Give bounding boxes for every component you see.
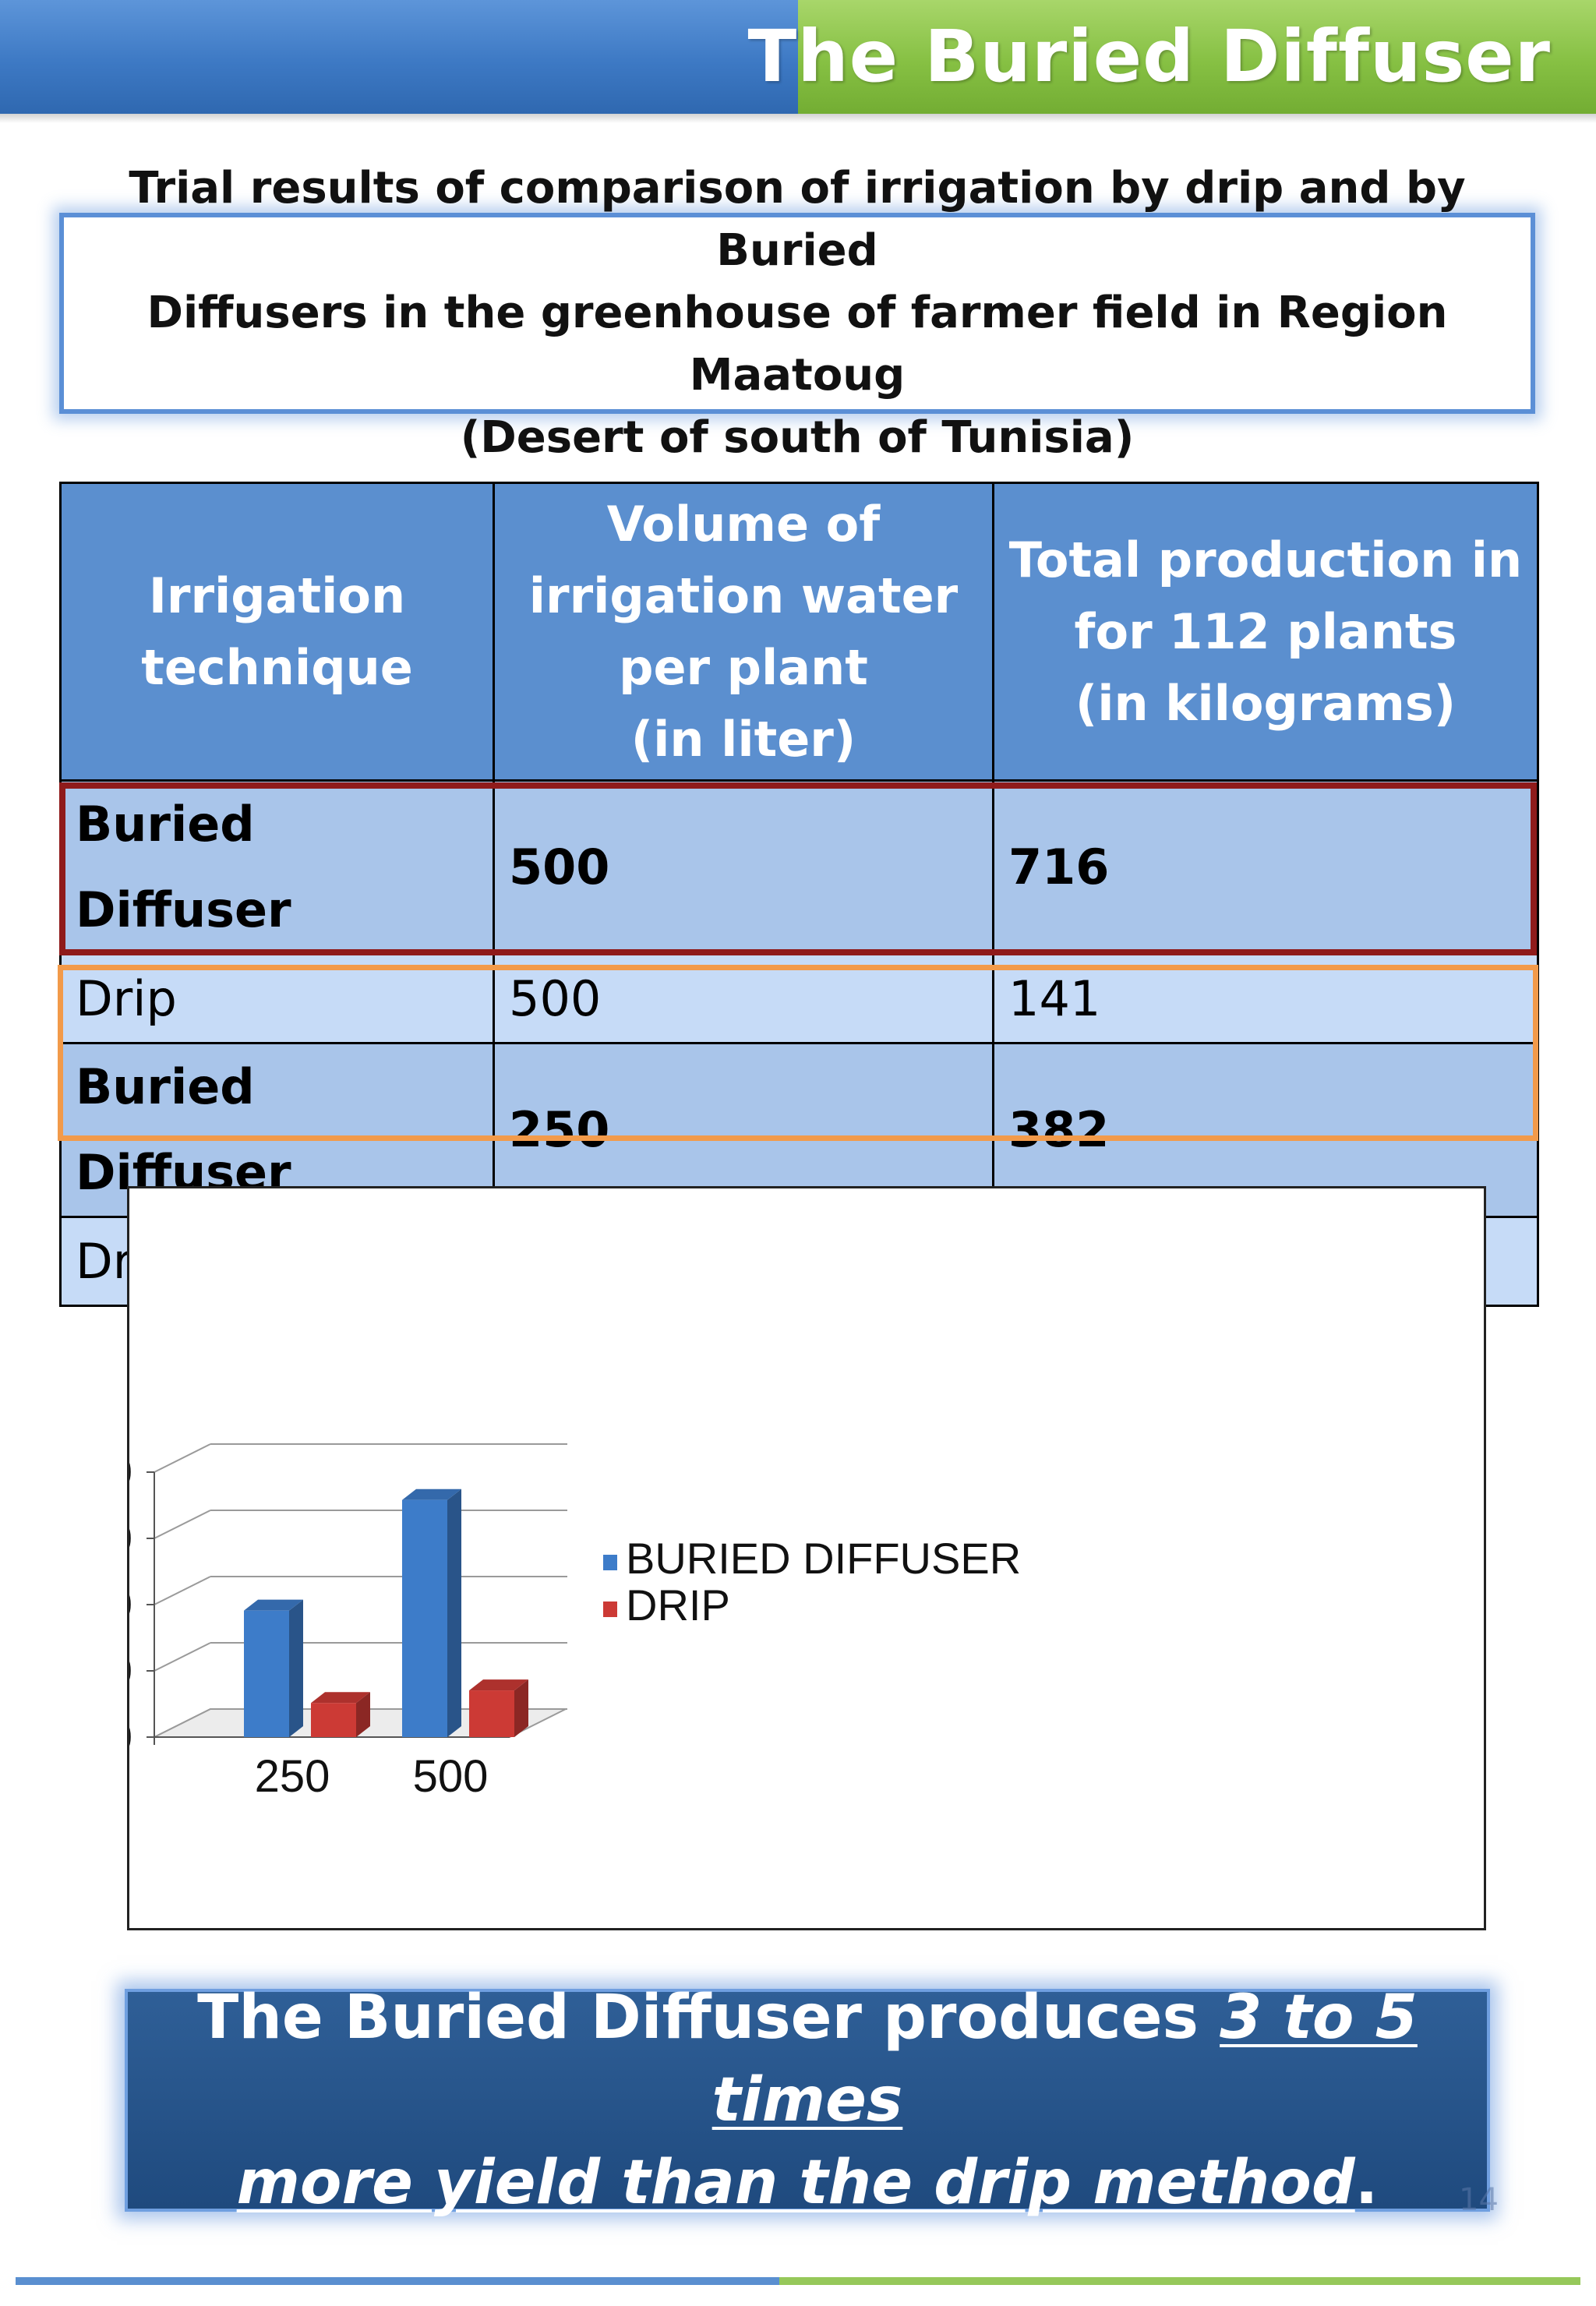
bar <box>311 1703 356 1737</box>
bar-side <box>356 1692 370 1737</box>
header-blue-band <box>0 0 798 114</box>
table-row: Buried Diffuser 500 716 <box>59 779 1539 955</box>
header-green-band <box>798 0 1596 114</box>
page-number: 14 <box>1459 2182 1499 2218</box>
bar-top <box>469 1679 528 1691</box>
y-tick-label: 200 <box>129 1646 132 1697</box>
legend-label: BURIED DIFFUSER <box>626 1534 1021 1583</box>
conclusion-part1: The Buried Diffuser produces <box>197 1983 1220 2053</box>
side-gridline <box>154 1443 211 1473</box>
y-tick-label: 800 <box>129 1447 132 1498</box>
intro-text: Trial results of comparison of irrigatio… <box>129 163 1466 463</box>
conclusion-emphasis-2: more yield than the drip method <box>236 2148 1355 2218</box>
header-water-volume: Volume of irrigation water per plant (in… <box>493 482 994 782</box>
table-header-row: Irrigation technique Volume of irrigatio… <box>59 482 1539 782</box>
bar <box>244 1610 289 1737</box>
y-tick-label: 600 <box>129 1513 132 1564</box>
conclusion-emphasis-1: 3 to 5 times <box>711 1983 1418 2135</box>
table-cell: Buried Diffuser <box>59 779 495 955</box>
table-cell: 500 <box>493 953 994 1044</box>
bar <box>402 1499 447 1737</box>
intro-box: Trial results of comparison of irrigatio… <box>59 163 1535 463</box>
y-tick-label: 0 <box>129 1712 132 1763</box>
header-irrigation-technique: Irrigation technique <box>59 482 495 782</box>
x-tick-label: 250 <box>255 1751 330 1802</box>
table-cell: 500 <box>493 779 994 955</box>
results-table: Irrigation technique Volume of irrigatio… <box>59 482 1539 1307</box>
table-cell: Drip <box>59 953 495 1044</box>
table-cell: 141 <box>992 953 1539 1044</box>
bar-side <box>514 1679 528 1737</box>
side-gridline <box>154 1576 211 1605</box>
footer-blue-line <box>16 2277 779 2285</box>
legend-swatch <box>603 1601 617 1617</box>
bar-top <box>311 1692 370 1704</box>
table-row: Drip 500 141 <box>59 953 1539 1044</box>
bar-side <box>289 1599 303 1737</box>
bar-top <box>244 1599 303 1611</box>
header-shadow <box>0 114 1596 123</box>
y-tick-label: 400 <box>129 1580 132 1630</box>
side-gridline <box>154 1642 211 1672</box>
side-gridline <box>154 1510 211 1539</box>
page-title: The Buried Diffuser <box>747 15 1551 98</box>
table-cell: 716 <box>992 779 1539 955</box>
legend-label: DRIP <box>626 1580 730 1630</box>
x-tick-label: 500 <box>413 1751 489 1802</box>
conclusion-text: The Buried Diffuser produces 3 to 5 time… <box>153 1976 1462 2224</box>
bar-top <box>402 1488 461 1500</box>
bar-side <box>447 1488 461 1737</box>
legend-swatch <box>603 1555 617 1570</box>
conclusion-box: The Buried Diffuser produces 3 to 5 time… <box>125 1983 1490 2218</box>
header-total-production: Total production in for 112 plants (in k… <box>992 482 1539 782</box>
bar <box>469 1690 514 1737</box>
conclusion-end: . <box>1354 2148 1379 2218</box>
footer-green-line <box>779 2277 1580 2285</box>
